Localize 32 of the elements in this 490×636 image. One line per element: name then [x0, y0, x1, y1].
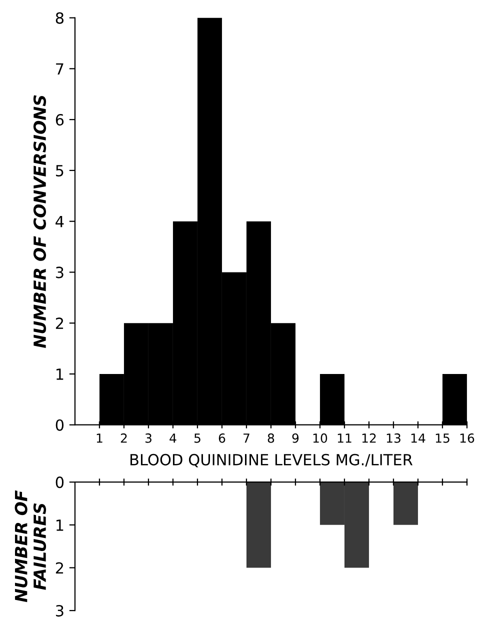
- x-tick-label: 9: [292, 433, 299, 443]
- x-tick-label: 12: [362, 433, 376, 443]
- x-tick-label: 15: [436, 434, 450, 443]
- y-tick-label: 7: [56, 63, 64, 74]
- y-tick-label: 4: [56, 216, 64, 228]
- y-tick-label: 6: [56, 114, 64, 126]
- x-tick-label: 2: [120, 433, 127, 443]
- x-tick-label: 10: [313, 433, 328, 443]
- y-tick-label: 8: [56, 12, 64, 24]
- x-tick-label: 4: [170, 434, 176, 443]
- x-tick-label: 16: [460, 433, 474, 443]
- y-tick-label: 3: [56, 605, 64, 617]
- y-tick-label: 2: [56, 318, 64, 329]
- y-tick-label: 0: [56, 419, 64, 431]
- x-tick-label: 6: [218, 433, 226, 443]
- x-tick-label: 13: [386, 433, 400, 443]
- y-tick-label: 5: [56, 165, 64, 176]
- y-tick-label: 0: [56, 476, 64, 488]
- y-tick-label: 1: [56, 520, 64, 531]
- y-axis-title: NUMBER OF FAILURES: [14, 490, 46, 602]
- x-tick-label: 11: [338, 434, 352, 443]
- x-tick-label: 5: [194, 434, 200, 443]
- y-tick-label: 2: [56, 562, 64, 574]
- x-axis-title: BLOOD QUINIDINE LEVELS MG./LITER: [130, 454, 412, 468]
- x-tick-label: 8: [268, 433, 274, 443]
- y-tick-label: 1: [56, 368, 64, 380]
- y-tick-label: 3: [56, 266, 64, 278]
- x-tick-label: 14: [411, 434, 426, 443]
- y-axis-title: NUMBER OF CONVERSIONS: [33, 95, 46, 348]
- x-tick-label: 7: [244, 434, 250, 443]
- x-tick-label: 3: [145, 433, 152, 443]
- x-tick-label: 1: [96, 434, 102, 443]
